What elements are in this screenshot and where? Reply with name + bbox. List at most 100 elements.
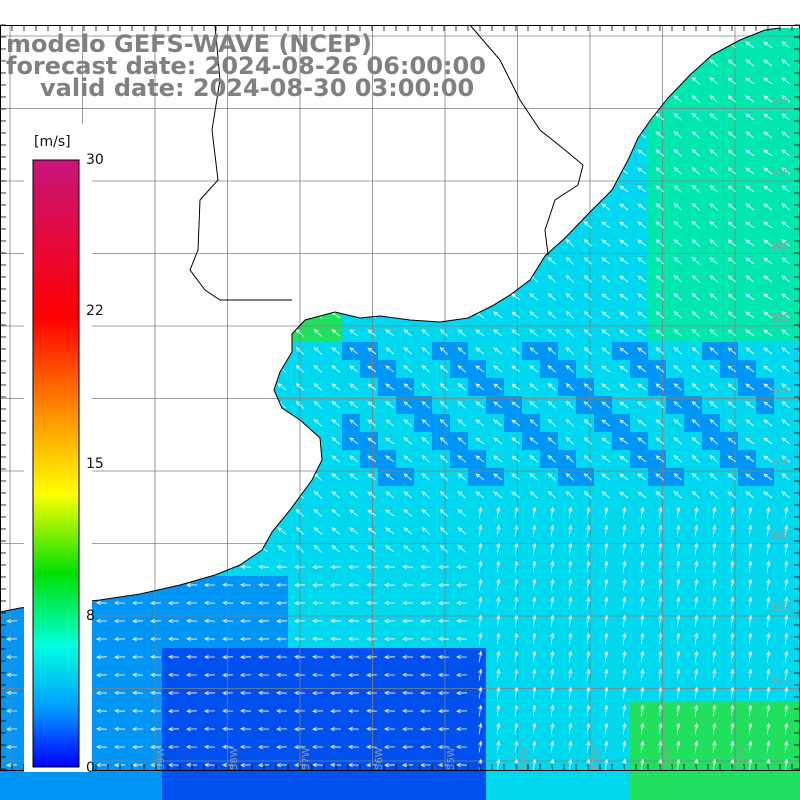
wind-arrow	[691, 292, 700, 301]
wind-arrow	[763, 167, 773, 175]
lat-label: 32S	[770, 96, 790, 107]
wind-cell	[666, 378, 684, 396]
wind-arrow	[727, 59, 737, 67]
wind-cell	[792, 486, 800, 504]
wind-cell	[504, 342, 522, 360]
wind-cell	[522, 792, 540, 800]
wind-arrow	[763, 239, 773, 247]
wind-cell	[792, 540, 800, 558]
wind-cell	[666, 792, 684, 800]
wind-cell	[756, 486, 774, 504]
wind-cell	[558, 666, 576, 684]
wind-cell	[648, 594, 666, 612]
wind-cell	[738, 90, 756, 108]
wind-arrow	[727, 221, 737, 229]
wind-cell	[774, 630, 792, 648]
wind-arrow	[709, 59, 719, 67]
wind-cell	[342, 432, 360, 450]
wind-arrow	[493, 347, 503, 355]
wind-cell	[396, 432, 414, 450]
wind-cell	[648, 468, 666, 486]
wind-cell	[324, 342, 342, 360]
wind-arrow	[763, 149, 773, 157]
wind-cell	[594, 252, 612, 270]
lon-label: 57W	[301, 747, 312, 770]
wind-cell	[684, 594, 702, 612]
wind-cell	[468, 342, 486, 360]
wind-arrow	[601, 257, 611, 265]
wind-arrow	[655, 149, 665, 157]
wind-cell	[594, 720, 612, 738]
wind-cell	[486, 378, 504, 396]
colorbar-unit: [m/s]	[34, 134, 71, 150]
wind-cell	[252, 792, 270, 800]
wind-cell	[378, 396, 396, 414]
wind-arrow	[565, 274, 574, 283]
wind-arrow	[727, 239, 737, 247]
wind-cell	[702, 792, 720, 800]
wind-cell	[162, 774, 180, 792]
wind-arrow	[529, 329, 539, 337]
wind-cell	[360, 360, 378, 378]
wind-cell	[756, 414, 774, 432]
wind-cell	[468, 378, 486, 396]
wind-cell	[738, 324, 756, 342]
wind-cell	[648, 648, 666, 666]
wind-arrow	[781, 203, 791, 211]
wind-cell	[684, 306, 702, 324]
wind-cell	[414, 396, 432, 414]
wind-cell	[540, 792, 558, 800]
wind-cell	[558, 414, 576, 432]
wind-arrow	[781, 149, 791, 157]
wind-arrow	[511, 347, 521, 355]
wind-cell	[720, 126, 738, 144]
wind-cell	[522, 720, 540, 738]
wind-cell	[612, 180, 630, 198]
wind-cell	[792, 792, 800, 800]
wind-cell	[648, 720, 666, 738]
wind-cell	[306, 378, 324, 396]
wind-arrow	[709, 239, 719, 247]
wind-cell	[378, 792, 396, 800]
wind-cell	[774, 378, 792, 396]
wind-cell	[612, 216, 630, 234]
wind-cell	[738, 144, 756, 162]
wind-cell	[630, 396, 648, 414]
wind-cell	[630, 468, 648, 486]
wind-cell	[450, 432, 468, 450]
wind-cell	[630, 666, 648, 684]
wind-cell	[90, 792, 108, 800]
wind-cell	[702, 702, 720, 720]
wind-cell	[630, 576, 648, 594]
wind-cell	[774, 774, 792, 792]
wind-cell	[648, 630, 666, 648]
wind-cell	[342, 450, 360, 468]
wind-cell	[486, 414, 504, 432]
wind-cell	[468, 774, 486, 792]
wind-cell	[720, 54, 738, 72]
wind-cell	[792, 108, 800, 126]
wind-arrow	[709, 293, 719, 301]
wind-cell	[630, 144, 648, 162]
wind-cell	[612, 468, 630, 486]
wind-cell	[162, 792, 180, 800]
wind-cell	[756, 558, 774, 576]
wind-cell	[432, 468, 450, 486]
wind-cell	[774, 468, 792, 486]
wind-arrow	[727, 329, 737, 337]
wind-cell	[558, 630, 576, 648]
wind-cell	[774, 720, 792, 738]
wind-arrow	[691, 130, 700, 139]
wind-cell	[486, 342, 504, 360]
wind-arrow	[385, 329, 395, 337]
wind-cell	[450, 414, 468, 432]
wind-cell	[0, 792, 18, 800]
wind-cell	[378, 378, 396, 396]
wind-cell	[684, 324, 702, 342]
wind-arrow	[601, 221, 611, 229]
wind-cell	[360, 774, 378, 792]
wind-cell	[702, 612, 720, 630]
wind-cell	[612, 774, 630, 792]
wind-cell	[738, 432, 756, 450]
wind-arrow	[709, 149, 719, 157]
